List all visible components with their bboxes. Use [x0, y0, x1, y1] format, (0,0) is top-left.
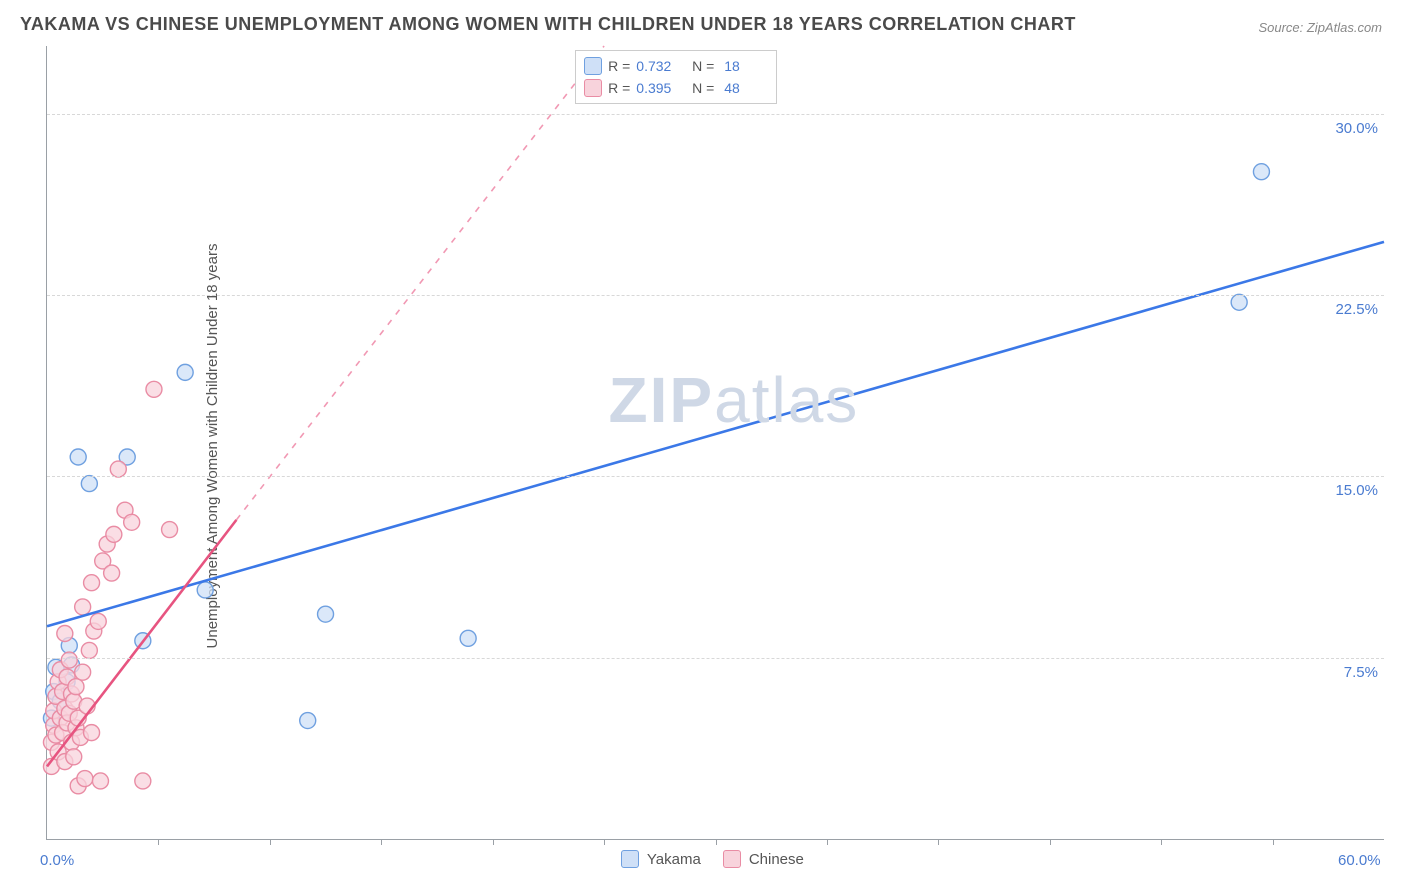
x-tick — [158, 839, 159, 845]
data-point — [75, 664, 91, 680]
legend-correlation-box: R = 0.732 N = 18 R = 0.395 N = 48 — [575, 50, 777, 104]
x-tick — [1050, 839, 1051, 845]
data-point — [135, 773, 151, 789]
plot-area: ZIPatlas R =0.732 N = 18R =0.395 N = 48 … — [46, 46, 1384, 840]
legend-n-value: 48 — [720, 80, 766, 96]
data-point — [460, 630, 476, 646]
legend-r-value: 0.395 — [636, 80, 682, 96]
x-tick — [938, 839, 939, 845]
data-point — [84, 725, 100, 741]
data-point — [197, 582, 213, 598]
data-point — [75, 599, 91, 615]
data-point — [70, 449, 86, 465]
data-point — [110, 461, 126, 477]
data-point — [318, 606, 334, 622]
chart-svg-layer — [47, 46, 1384, 839]
legend-n-label: N = — [688, 80, 714, 96]
x-tick — [270, 839, 271, 845]
x-tick — [604, 839, 605, 845]
legend-r-label: R = — [608, 80, 630, 96]
legend-n-label: N = — [688, 58, 714, 74]
data-point — [162, 522, 178, 538]
trend-line-extended — [236, 46, 604, 520]
x-tick — [493, 839, 494, 845]
y-tick-label: 7.5% — [1344, 664, 1378, 681]
x-tick — [1273, 839, 1274, 845]
data-point — [66, 749, 82, 765]
data-point — [106, 526, 122, 542]
trend-line — [47, 242, 1384, 626]
legend-series-item: Yakama — [621, 850, 701, 868]
y-tick-label: 22.5% — [1335, 301, 1378, 318]
y-tick-label: 15.0% — [1335, 482, 1378, 499]
data-point — [104, 565, 120, 581]
legend-series: Yakama Chinese — [621, 850, 804, 868]
x-tick — [381, 839, 382, 845]
legend-row: R = 0.395 N = 48 — [584, 77, 766, 99]
data-point — [77, 771, 93, 787]
legend-swatch — [584, 57, 602, 75]
data-point — [300, 713, 316, 729]
legend-swatch — [621, 850, 639, 868]
gridline — [47, 114, 1384, 115]
source-attribution: Source: ZipAtlas.com — [1258, 20, 1382, 35]
data-point — [177, 364, 193, 380]
gridline — [47, 658, 1384, 659]
legend-r-label: R = — [608, 58, 630, 74]
gridline — [47, 295, 1384, 296]
data-point — [146, 381, 162, 397]
data-point — [61, 652, 77, 668]
legend-n-value: 18 — [720, 58, 766, 74]
data-point — [124, 514, 140, 530]
data-point — [92, 773, 108, 789]
x-tick — [827, 839, 828, 845]
chart-title: YAKAMA VS CHINESE UNEMPLOYMENT AMONG WOM… — [20, 14, 1076, 35]
legend-series-item: Chinese — [723, 850, 804, 868]
x-tick — [1161, 839, 1162, 845]
data-point — [81, 476, 97, 492]
legend-swatch — [723, 850, 741, 868]
gridline — [47, 476, 1384, 477]
x-tick — [716, 839, 717, 845]
legend-row: R = 0.732 N = 18 — [584, 55, 766, 77]
legend-r-value: 0.732 — [636, 58, 682, 74]
y-tick-label: 30.0% — [1335, 120, 1378, 137]
data-point — [90, 613, 106, 629]
data-point — [68, 679, 84, 695]
x-axis-max-label: 60.0% — [1338, 852, 1381, 869]
legend-series-label: Yakama — [647, 851, 701, 868]
data-point — [1231, 294, 1247, 310]
data-point — [57, 625, 73, 641]
legend-swatch — [584, 79, 602, 97]
data-point — [84, 575, 100, 591]
data-point — [81, 642, 97, 658]
data-point — [1253, 164, 1269, 180]
legend-series-label: Chinese — [749, 851, 804, 868]
x-axis-min-label: 0.0% — [40, 852, 74, 869]
